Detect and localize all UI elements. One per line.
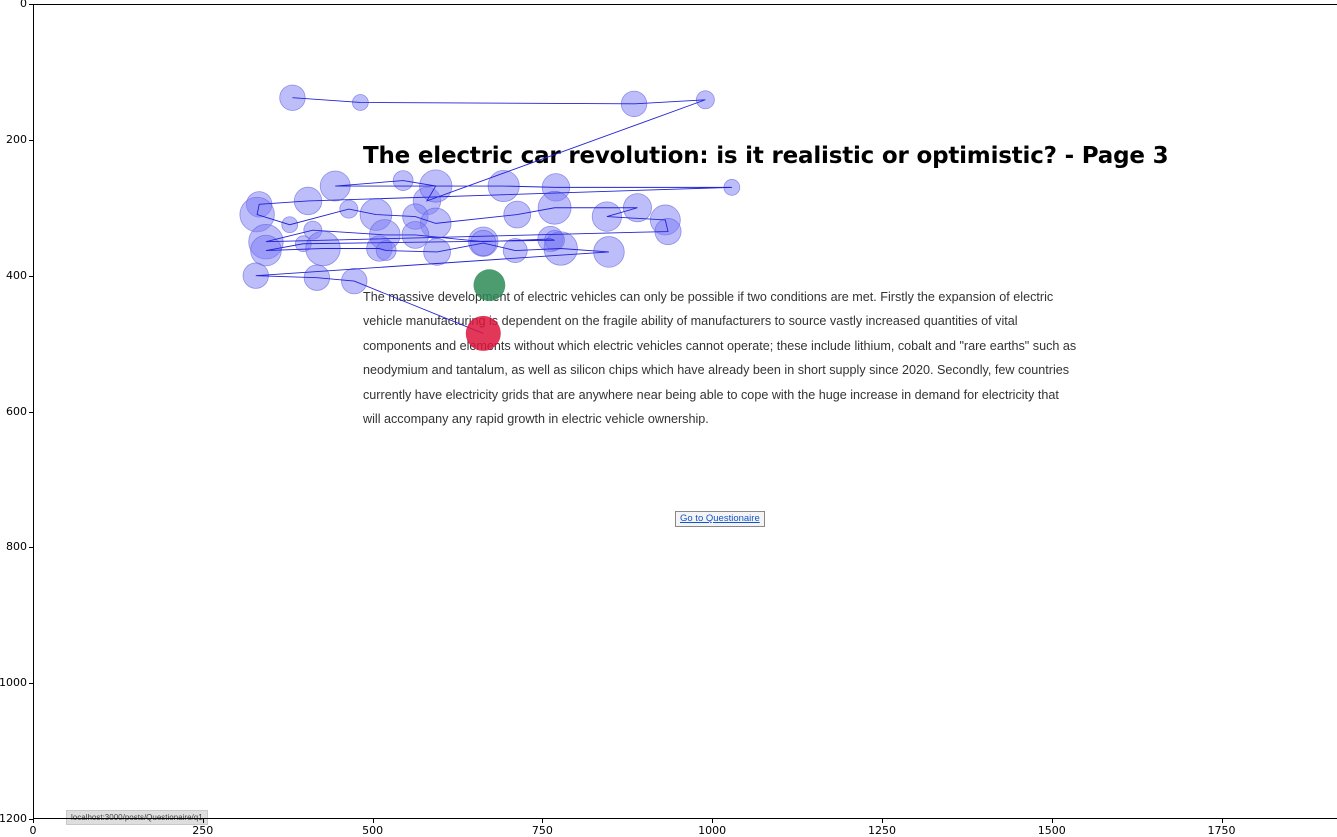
questionnaire-link[interactable]: Go to Questionaire	[675, 511, 765, 527]
plot-area: The electric car revolution: is it reali…	[33, 4, 1337, 825]
y-tick-label: 1200	[0, 812, 27, 825]
x-axis-line	[33, 818, 1337, 819]
x-tick-label: 1250	[867, 824, 896, 837]
x-tick-mark	[1221, 819, 1223, 823]
y-tick-mark	[29, 411, 33, 413]
x-tick-mark	[202, 819, 204, 823]
status-bar-url: localhost:3000/posts/Questionaire/q1	[66, 810, 208, 825]
x-tick-mark	[881, 819, 883, 823]
x-tick-mark	[372, 819, 374, 823]
y-tick-mark	[29, 275, 33, 277]
y-tick-mark	[29, 4, 33, 5]
y-tick-mark	[29, 139, 33, 141]
y-tick-label: 600	[6, 404, 27, 418]
x-tick-mark	[1051, 819, 1053, 823]
x-tick-mark	[542, 819, 544, 823]
page-title: The electric car revolution: is it reali…	[363, 143, 1169, 170]
article-paragraph: The massive development of electric vehi…	[363, 290, 1077, 427]
x-tick-label: 1750	[1207, 824, 1236, 837]
y-tick-label: 0	[20, 0, 27, 10]
x-tick-mark	[33, 819, 34, 823]
y-tick-label: 400	[6, 268, 27, 282]
y-tick-label: 200	[6, 132, 27, 146]
x-tick-label: 250	[192, 824, 214, 837]
y-tick-mark	[29, 683, 33, 685]
x-tick-label: 750	[531, 824, 553, 837]
y-tick-label: 800	[6, 540, 27, 554]
y-tick-mark	[29, 819, 33, 820]
x-tick-label: 1000	[698, 824, 727, 837]
y-axis-line	[33, 4, 34, 819]
x-tick-label: 500	[362, 824, 384, 837]
y-tick-mark	[29, 547, 33, 549]
top-border-line	[33, 4, 1337, 5]
x-tick-label: 0	[29, 824, 37, 837]
x-tick-label: 1500	[1037, 824, 1066, 837]
y-tick-label: 1000	[0, 676, 27, 690]
x-tick-mark	[712, 819, 714, 823]
